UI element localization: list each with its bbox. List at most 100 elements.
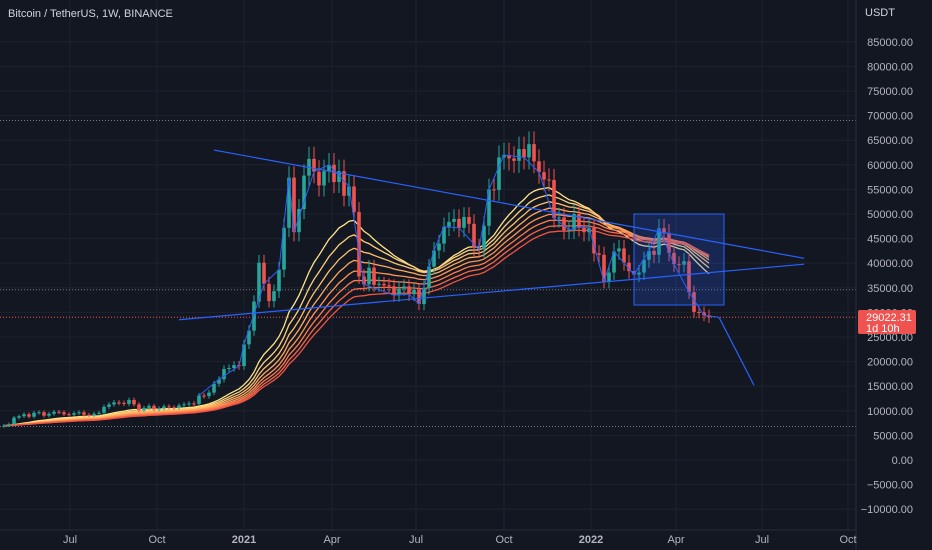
candle-up [187, 403, 191, 405]
candle-up [337, 171, 341, 183]
candle-down [267, 283, 271, 302]
lower-ascending-trendline [178, 263, 805, 321]
price-axis[interactable]: 85000.00 80000.00 75000.00 70000.00 65000.00… [861, 37, 913, 516]
candle-up [162, 406, 166, 409]
ema-line [3, 207, 710, 427]
candle-up [497, 157, 501, 190]
time-tick-label: Apr [667, 534, 684, 546]
candle-up [427, 266, 431, 288]
candle-up [72, 413, 76, 415]
time-tick-label: Oct [148, 534, 165, 546]
candle-up [207, 392, 211, 397]
candle-up [682, 261, 686, 265]
candle-down [87, 414, 91, 416]
time-tick-label: 2022 [579, 534, 603, 546]
candle-up [517, 149, 521, 161]
candle-down [132, 399, 136, 405]
candles[interactable] [2, 131, 711, 428]
time-tick-label: Apr [323, 534, 340, 546]
candle-up [47, 413, 51, 416]
candle-down [192, 403, 196, 405]
candle-up [282, 227, 286, 270]
candle-up [177, 405, 181, 408]
candle-down [677, 264, 681, 266]
zigzag-line [198, 154, 720, 396]
time-axis[interactable]: Jul Oct 2021 Apr Jul Oct 2022 Apr Jul Oct [63, 534, 857, 546]
candle-up [647, 250, 651, 260]
candle-up [37, 412, 41, 414]
candle-down [82, 412, 86, 415]
ema-line [3, 201, 710, 427]
candle-up [12, 417, 16, 425]
candle-down [67, 414, 71, 416]
pattern-rectangle [633, 213, 725, 306]
candle-up [32, 412, 36, 417]
last-price-value: 29022.31 [866, 312, 912, 324]
candle-down [577, 214, 581, 228]
candle-down [692, 292, 696, 312]
candle-up [212, 383, 216, 393]
time-tick-label: Jul [409, 534, 423, 546]
candle-up [142, 407, 146, 411]
candle-down [167, 406, 171, 408]
price-tick-label: 20000.00 [867, 357, 913, 369]
price-tick-label: 0.00 [892, 455, 913, 467]
candle-down [312, 158, 316, 172]
candle-up [572, 214, 576, 230]
price-axis-unit[interactable]: USDT [865, 7, 895, 19]
candle-up [367, 267, 371, 285]
candle-down [27, 414, 31, 417]
candle-up [222, 368, 226, 380]
candle-up [297, 209, 301, 233]
candle-down [332, 164, 336, 183]
candle-up [347, 186, 351, 196]
upper-descending-trendline [213, 149, 805, 259]
candle-down [512, 158, 516, 161]
candle-up [157, 408, 161, 410]
price-tick-label: 50000.00 [867, 209, 913, 221]
candle-down [387, 285, 391, 287]
candle-up [7, 424, 11, 426]
candle-up [272, 291, 276, 302]
candle-down [662, 228, 666, 234]
candle-down [137, 404, 141, 411]
candle-up [2, 425, 6, 427]
candle-down [652, 250, 656, 255]
candle-down [687, 261, 691, 293]
candle-down [372, 267, 376, 285]
price-tick-label: 75000.00 [867, 86, 913, 98]
projection-line [718, 317, 755, 386]
candle-down [292, 177, 296, 233]
candle-up [52, 411, 56, 414]
candle-down [262, 262, 266, 284]
candle-up [617, 248, 621, 252]
candle-up [252, 301, 256, 331]
drawings[interactable] [178, 149, 805, 396]
candle-up [147, 405, 151, 408]
candle-down [697, 311, 701, 313]
price-tick-label: 5000.00 [873, 430, 913, 442]
candle-up [612, 251, 616, 273]
candle-down [407, 286, 411, 295]
candle-down [507, 154, 511, 159]
candle-down [352, 186, 356, 213]
time-tick-label: 2021 [232, 534, 256, 546]
symbol-title: Bitcoin / TetherUS, 1W, BINANCE [8, 8, 173, 20]
candle-down [597, 253, 601, 255]
candle-up [277, 269, 281, 292]
candle-up [437, 243, 441, 251]
price-tick-label: 55000.00 [867, 184, 913, 196]
candle-down [702, 312, 706, 316]
candle-down [152, 405, 156, 410]
candle-down [472, 223, 476, 248]
candle-up [217, 379, 221, 384]
price-tick-label: 35000.00 [867, 283, 913, 295]
candle-up [607, 272, 611, 282]
candle-up [482, 225, 486, 250]
candle-down [467, 216, 471, 224]
candle-up [287, 177, 291, 228]
candle-down [672, 252, 676, 265]
price-tick-label: −10000.00 [861, 504, 913, 516]
